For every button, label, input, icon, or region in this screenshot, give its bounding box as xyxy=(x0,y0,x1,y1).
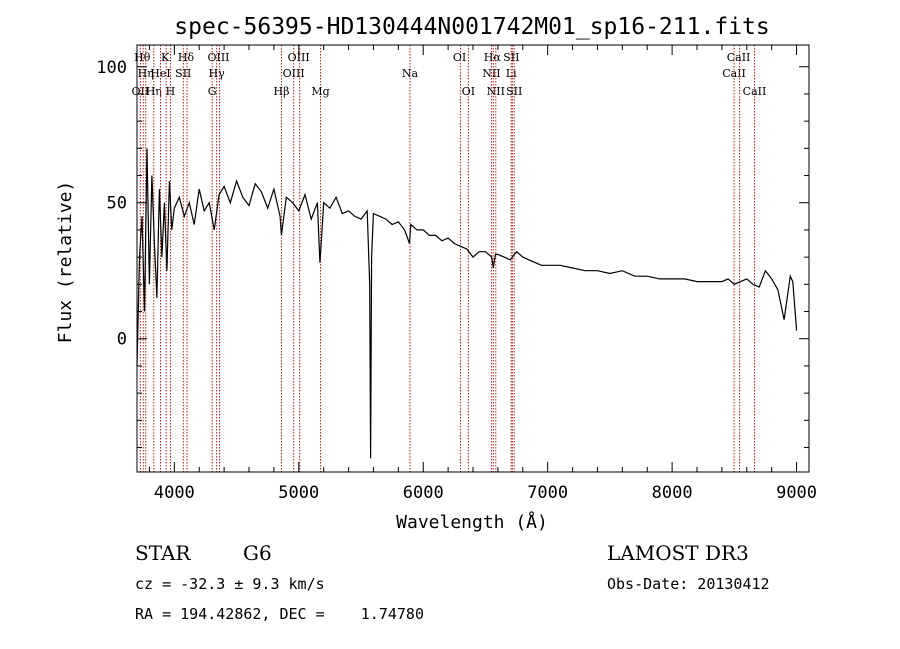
coordinates: RA = 194.42862, DEC = 1.74780 xyxy=(135,605,424,623)
line-marker-label-25: CaII xyxy=(722,67,746,80)
line-marker-label-18: OI xyxy=(462,85,475,98)
line-markers: OIIHθHηHηHeIKHSIIHδGHγOIIIHβOIIIOIIIMgNa… xyxy=(132,45,767,472)
line-marker-label-2: Hη xyxy=(138,67,154,80)
line-marker-label-12: Hβ xyxy=(274,85,290,98)
line-marker-label-27: CaII xyxy=(743,85,767,98)
y-tick-label: 50 xyxy=(107,194,127,214)
x-tick-label: 7000 xyxy=(527,483,568,503)
line-marker-label-1: Hθ xyxy=(134,51,151,64)
x-tick-label: 5000 xyxy=(278,483,319,503)
line-marker-label-16: Na xyxy=(402,67,419,80)
observation-date: Obs-Date: 20130412 xyxy=(607,575,770,593)
spectrum-line xyxy=(136,148,798,459)
line-marker-label-22: Li xyxy=(506,67,517,80)
line-marker-label-4: HeI xyxy=(150,67,170,80)
x-tick-label: 4000 xyxy=(154,483,195,503)
line-marker-label-7: SII xyxy=(175,67,191,80)
y-tick-label: 100 xyxy=(96,58,127,78)
line-marker-label-9: G xyxy=(208,85,217,98)
x-tick-label: 9000 xyxy=(776,483,817,503)
x-tick-label: 6000 xyxy=(403,483,444,503)
line-marker-label-15: Mg xyxy=(311,85,329,98)
x-tick-label: 8000 xyxy=(652,483,693,503)
line-marker-label-8: Hδ xyxy=(178,51,195,64)
line-marker-label-10: Hγ xyxy=(209,67,226,80)
redshift-velocity: cz = -32.3 ± 9.3 km/s xyxy=(135,575,325,593)
line-marker-label-6: H xyxy=(166,85,176,98)
line-marker-label-17: OI xyxy=(453,51,466,64)
line-marker-label-3: Hη xyxy=(146,85,162,98)
x-axis-label: Wavelength (Å) xyxy=(396,511,548,533)
line-marker-label-19: NII xyxy=(482,67,500,80)
plot-frame xyxy=(136,44,810,473)
line-marker-label-11: OIII xyxy=(207,51,229,64)
line-marker-label-5: K xyxy=(161,51,170,64)
y-axis-label: Flux (relative) xyxy=(55,181,76,344)
survey-name: LAMOST DR3 xyxy=(607,541,749,565)
line-marker-label-21: NII xyxy=(487,85,505,98)
line-marker-label-13: OIII xyxy=(283,67,305,80)
chart-title: spec-56395-HD130444N001742M01_sp16-211.f… xyxy=(174,14,769,40)
line-marker-label-0: OII xyxy=(132,85,150,98)
line-marker-label-14: OIII xyxy=(288,51,310,64)
y-tick-label: 0 xyxy=(117,330,127,350)
line-marker-label-20: Hα xyxy=(484,51,502,64)
line-marker-label-24: SII xyxy=(506,85,522,98)
axis-ticks: 4000 5000 6000 7000 8000 9000 0 50 100 xyxy=(96,45,817,503)
line-marker-label-23: SII xyxy=(503,51,519,64)
object-subclass: G6 xyxy=(243,541,272,565)
object-class: STAR xyxy=(135,541,191,565)
line-marker-label-26: CaII xyxy=(727,51,751,64)
